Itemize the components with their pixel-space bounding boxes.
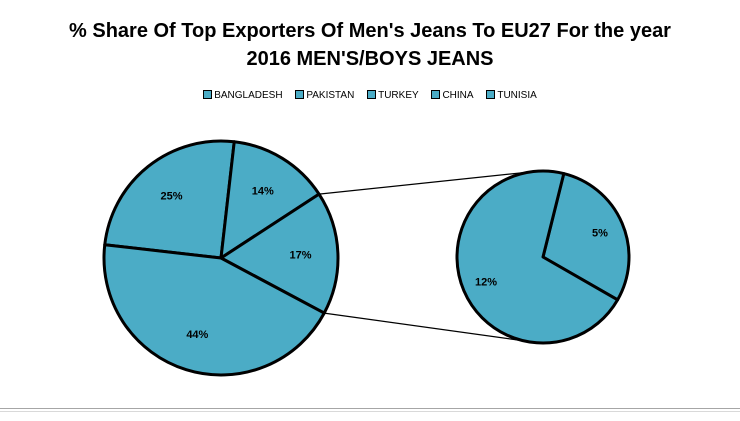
connector-line-top [318, 171, 532, 195]
legend-swatch [203, 90, 213, 99]
main-pie-slice [219, 140, 321, 260]
legend-label: CHINA [442, 90, 474, 101]
legend-swatch [486, 90, 496, 99]
chart-title-line-1: % Share Of Top Exporters Of Men's Jeans … [69, 20, 671, 42]
main-pie-data-label: 14% [252, 185, 274, 197]
secondary-pie-data-label: 12% [475, 276, 497, 288]
main-pie-data-label: 25% [160, 191, 182, 203]
legend-item-tunisia: TUNISIA [486, 90, 537, 101]
chart-title-line-2: 2016 MEN'S/BOYS JEANS [246, 48, 494, 70]
legend-item-china: CHINA [431, 90, 474, 101]
main-pie-data-label: 17% [289, 250, 311, 262]
legend-item-turkey: TURKEY [367, 90, 419, 101]
main-pie-slice [103, 139, 236, 260]
connector-line-bottom [324, 312, 524, 342]
legend-item-bangladesh: BANGLADESH [203, 90, 283, 101]
divider [0, 411, 740, 412]
secondary-pie-slice [455, 169, 620, 345]
main-pie-slice [102, 243, 326, 377]
legend-swatch [295, 90, 305, 99]
legend-swatch [431, 90, 441, 99]
divider [0, 408, 740, 409]
main-pie-data-label: 44% [186, 329, 208, 341]
legend-label: BANGLADESH [214, 90, 283, 101]
main-pie-slice [219, 192, 340, 315]
legend-label: TURKEY [378, 90, 419, 101]
legend-label: PAKISTAN [306, 90, 355, 101]
legend: BANGLADESH PAKISTAN TURKEY CHINA TUNISIA [0, 90, 740, 101]
legend-item-pakistan: PAKISTAN [295, 90, 354, 101]
legend-label: TUNISIA [497, 90, 537, 101]
secondary-pie-data-label: 5% [592, 228, 608, 240]
legend-swatch [367, 90, 377, 99]
